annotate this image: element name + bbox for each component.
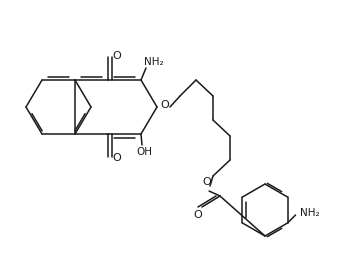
Text: O: O (113, 51, 121, 61)
Text: O: O (113, 153, 121, 163)
Text: O: O (161, 100, 169, 110)
Text: NH₂: NH₂ (300, 208, 319, 218)
Text: NH₂: NH₂ (144, 57, 164, 67)
Text: O: O (203, 177, 211, 187)
Text: O: O (194, 210, 202, 220)
Text: OH: OH (136, 147, 152, 157)
